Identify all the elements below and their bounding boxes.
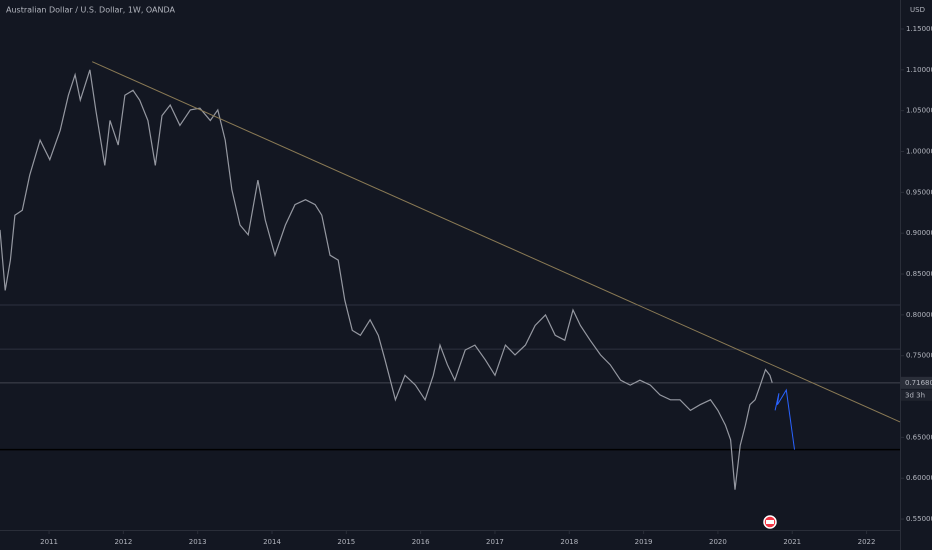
price-line: [0, 69, 773, 490]
x-tick-label: 2022: [858, 538, 876, 546]
x-tick-label: 2016: [412, 538, 430, 546]
x-tick-label: 2017: [486, 538, 504, 546]
x-tick-label: 2011: [40, 538, 58, 546]
x-tick-label: 2020: [709, 538, 727, 546]
event-icon[interactable]: [763, 515, 777, 529]
x-tick-label: 2015: [337, 538, 355, 546]
x-tick-label: 2021: [783, 538, 801, 546]
x-tick-label: 2013: [189, 538, 207, 546]
last-price-label: 0.71680: [905, 379, 932, 387]
y-tick-label: 0.95000: [906, 188, 932, 196]
event-icon-flag: [766, 520, 774, 524]
y-tick-label: 1.00000: [906, 148, 932, 156]
y-tick-label: 1.10000: [906, 66, 932, 74]
projection-path: [774, 388, 795, 450]
trendline: [91, 61, 901, 423]
countdown-label: 3d 3h: [905, 391, 925, 399]
countdown-box: [901, 389, 932, 401]
last-price-box: [901, 376, 932, 389]
x-tick-label: 2019: [635, 538, 653, 546]
x-tick-label: 2014: [263, 538, 281, 546]
x-tick-label: 2018: [560, 538, 578, 546]
y-tick-label: 1.05000: [906, 107, 932, 115]
y-tick-label: 1.15000: [906, 25, 932, 33]
currency-unit: USD: [910, 6, 925, 14]
chart-title: Australian Dollar / U.S. Dollar, 1W, OAN…: [6, 6, 176, 15]
x-tick-label: 2012: [114, 538, 132, 546]
